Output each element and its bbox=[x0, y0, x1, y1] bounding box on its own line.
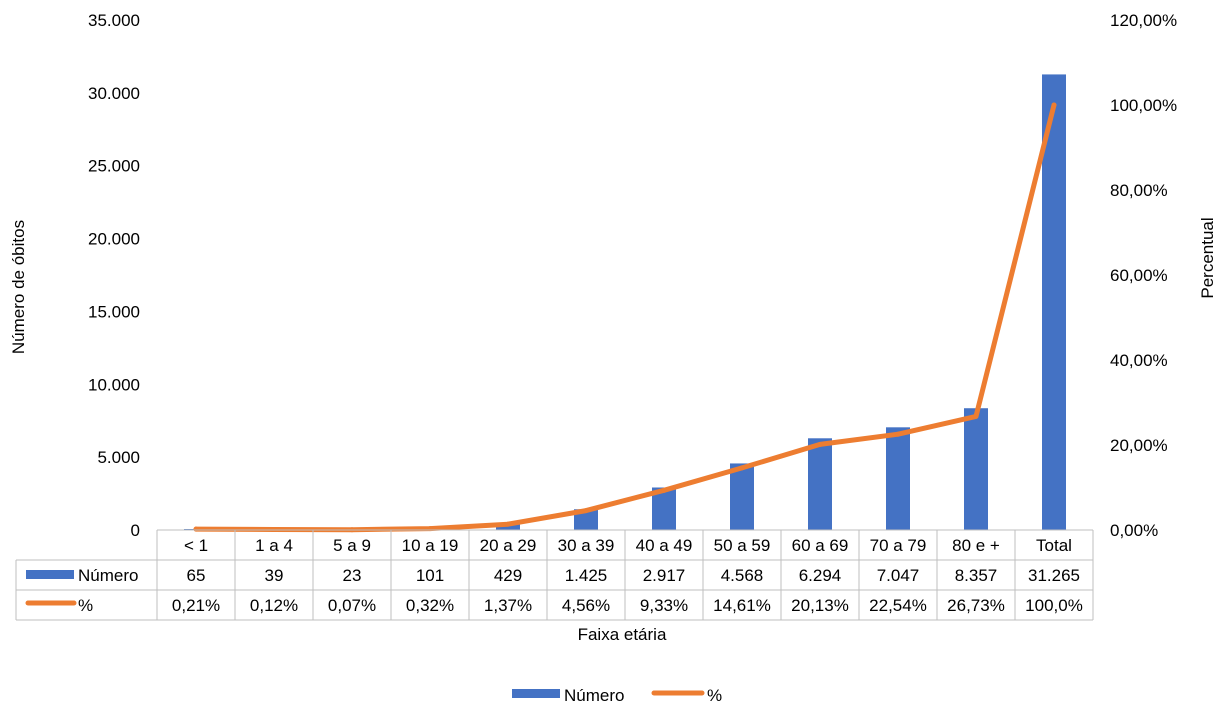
bar bbox=[574, 509, 598, 530]
legend: Número % bbox=[512, 686, 722, 705]
table-row-label: % bbox=[78, 596, 93, 615]
data-label: 2.917 bbox=[643, 566, 686, 585]
data-label: 65 bbox=[187, 566, 206, 585]
x-tick-label: 60 a 69 bbox=[792, 536, 849, 555]
line-point bbox=[661, 487, 667, 493]
data-label: 100,0% bbox=[1025, 596, 1083, 615]
line-point bbox=[193, 526, 199, 532]
data-label: 4.568 bbox=[721, 566, 764, 585]
data-label: 31.265 bbox=[1028, 566, 1080, 585]
x-tick-label: 40 a 49 bbox=[636, 536, 693, 555]
y-tick-label: 15.000 bbox=[88, 302, 140, 321]
data-label: 7.047 bbox=[877, 566, 920, 585]
data-label: 20,13% bbox=[791, 596, 849, 615]
bar bbox=[808, 438, 832, 530]
line-point bbox=[973, 413, 979, 419]
bar-series-numero bbox=[184, 74, 1066, 530]
data-label: 0,07% bbox=[328, 596, 376, 615]
table-key-numero bbox=[26, 570, 74, 579]
y2-tick-label: 120,00% bbox=[1110, 11, 1177, 30]
left-axis: 0 5.000 10.000 15.000 20.000 25.000 30.000 35.0… bbox=[88, 11, 140, 540]
y-tick-label: 10.000 bbox=[88, 375, 140, 394]
y2-tick-label: 60,00% bbox=[1110, 266, 1168, 285]
bar bbox=[730, 463, 754, 530]
y-tick-label: 20.000 bbox=[88, 230, 140, 249]
data-label: 1.425 bbox=[565, 566, 608, 585]
x-axis-title: Faixa etária bbox=[578, 625, 667, 644]
x-tick-label: 1 a 4 bbox=[255, 536, 293, 555]
data-label: 23 bbox=[343, 566, 362, 585]
x-tick-label: 80 e + bbox=[952, 536, 1000, 555]
x-tick-label: 50 a 59 bbox=[714, 536, 771, 555]
line-point bbox=[583, 508, 589, 514]
data-label: 0,12% bbox=[250, 596, 298, 615]
y2-tick-label: 0,00% bbox=[1110, 521, 1158, 540]
data-label: 0,32% bbox=[406, 596, 454, 615]
data-label: 429 bbox=[494, 566, 522, 585]
line-path bbox=[193, 102, 1057, 533]
data-label: 14,61% bbox=[713, 596, 771, 615]
data-label: 1,37% bbox=[484, 596, 532, 615]
bar bbox=[496, 523, 520, 530]
y-tick-label: 30.000 bbox=[88, 84, 140, 103]
line-point bbox=[895, 431, 901, 437]
bar bbox=[964, 408, 988, 530]
x-tick-label: Total bbox=[1036, 536, 1072, 555]
x-tick-label: 10 a 19 bbox=[402, 536, 459, 555]
data-label: 9,33% bbox=[640, 596, 688, 615]
data-label: 39 bbox=[265, 566, 284, 585]
x-tick-label: 5 a 9 bbox=[333, 536, 371, 555]
y2-axis-title: Percentual bbox=[1198, 217, 1217, 298]
data-label: 0,21% bbox=[172, 596, 220, 615]
x-tick-label: < 1 bbox=[184, 536, 208, 555]
y2-tick-label: 80,00% bbox=[1110, 181, 1168, 200]
bar bbox=[1042, 74, 1066, 530]
y2-tick-label: 40,00% bbox=[1110, 351, 1168, 370]
line-series-percent bbox=[193, 102, 1057, 533]
legend-marker-numero bbox=[512, 689, 560, 698]
bar bbox=[886, 427, 910, 530]
line-point bbox=[817, 441, 823, 447]
y2-tick-label: 20,00% bbox=[1110, 436, 1168, 455]
y2-tick-label: 100,00% bbox=[1110, 96, 1177, 115]
y-tick-label: 25.000 bbox=[88, 157, 140, 176]
table-row-label: Número bbox=[78, 566, 138, 585]
y-tick-label: 35.000 bbox=[88, 11, 140, 30]
line-point bbox=[271, 526, 277, 532]
line-point bbox=[739, 465, 745, 471]
x-tick-label: 20 a 29 bbox=[480, 536, 537, 555]
x-tick-label: 70 a 79 bbox=[870, 536, 927, 555]
line-point bbox=[505, 521, 511, 527]
legend-label-percent: % bbox=[707, 686, 722, 705]
data-table: < 1 1 a 4 5 a 9 10 a 19 20 a 29 30 a 39 40 a 4… bbox=[15, 529, 1094, 621]
data-label: 8.357 bbox=[955, 566, 998, 585]
data-label: 101 bbox=[416, 566, 444, 585]
x-tick-label: 30 a 39 bbox=[558, 536, 615, 555]
legend-label-numero: Número bbox=[564, 686, 624, 705]
right-axis: 0,00% 20,00% 40,00% 60,00% 80,00% 100,00% 120,… bbox=[1110, 11, 1177, 540]
y-axis-title: Número de óbitos bbox=[9, 220, 28, 354]
y-tick-label: 5.000 bbox=[97, 448, 140, 467]
y-tick-label: 0 bbox=[131, 521, 140, 540]
data-label: 6.294 bbox=[799, 566, 842, 585]
data-label: 26,73% bbox=[947, 596, 1005, 615]
data-label: 22,54% bbox=[869, 596, 927, 615]
data-label: 4,56% bbox=[562, 596, 610, 615]
line-point bbox=[1051, 102, 1057, 108]
